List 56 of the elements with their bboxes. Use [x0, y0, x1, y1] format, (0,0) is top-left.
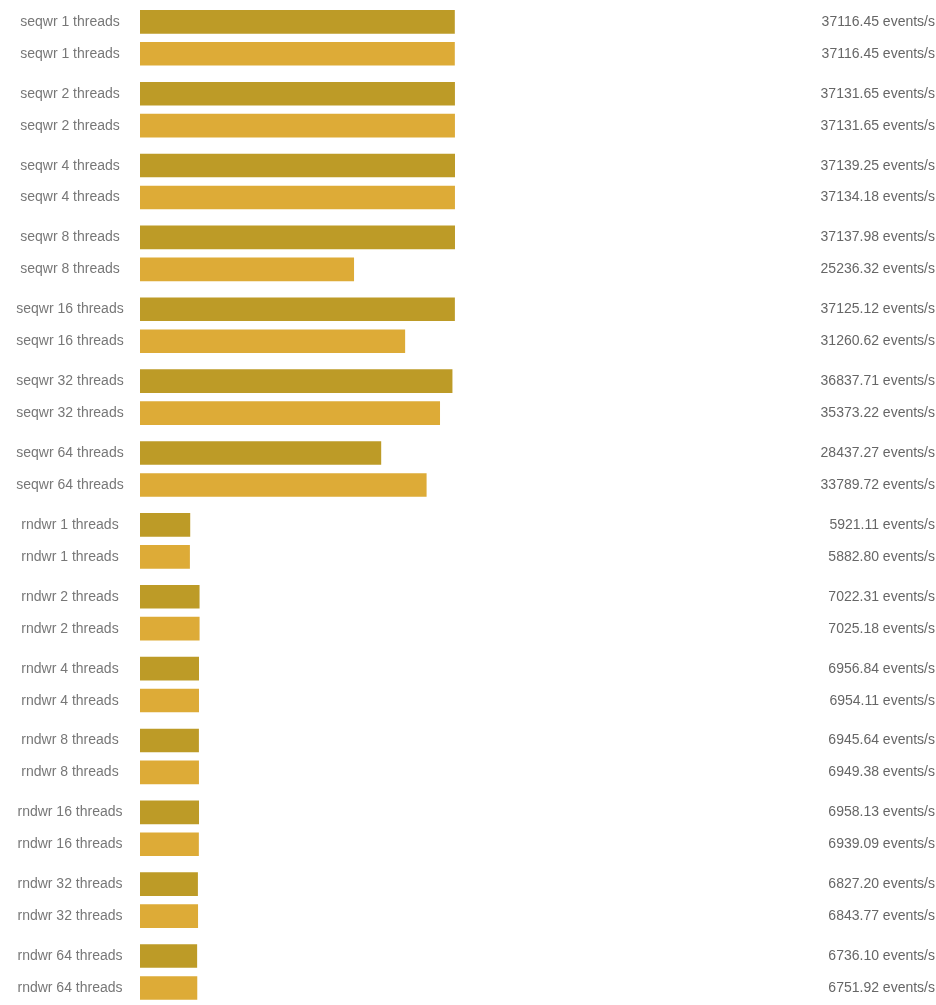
data-label: 37125.12 events/s: [820, 300, 935, 317]
y-tick-label: rndwr 64 threads: [17, 947, 123, 964]
y-tick-label: rndwr 4 threads: [21, 659, 119, 676]
data-label: 28437.27 events/s: [820, 444, 935, 461]
data-label: 37116.45 events/s: [821, 44, 935, 61]
data-label: 33789.72 events/s: [820, 475, 935, 492]
data-label: 37131.65 events/s: [820, 84, 935, 101]
y-tick-label: seqwr 2 threads: [20, 84, 120, 101]
data-label: 6954.11 events/s: [829, 691, 935, 708]
data-label: 37139.25 events/s: [820, 156, 935, 173]
y-tick-label: seqwr 8 threads: [20, 228, 120, 245]
data-label: 37134.18 events/s: [820, 188, 935, 205]
y-tick-label: rndwr 1 threads: [21, 515, 119, 532]
y-tick-label: seqwr 64 threads: [16, 475, 124, 492]
y-tick-label: seqwr 16 threads: [16, 300, 124, 317]
y-tick-label: seqwr 32 threads: [16, 372, 124, 389]
y-tick-label: rndwr 32 threads: [17, 907, 123, 924]
data-label: 6939.09 events/s: [828, 835, 935, 852]
y-tick-label: seqwr 64 threads: [16, 444, 124, 461]
data-label: 37137.98 events/s: [820, 228, 935, 245]
y-tick-label: seqwr 1 threads: [20, 44, 120, 61]
y-tick-label: seqwr 4 threads: [20, 188, 120, 205]
y-tick-label: seqwr 4 threads: [20, 156, 120, 173]
data-label: 7022.31 events/s: [828, 587, 935, 604]
y-tick-label: seqwr 8 threads: [20, 260, 120, 277]
data-label: 5921.11 events/s: [829, 515, 935, 532]
y-tick-label: rndwr 64 threads: [17, 978, 123, 995]
data-label: 36837.71 events/s: [820, 372, 935, 389]
y-tick-label: seqwr 16 threads: [16, 332, 124, 349]
data-label: 6958.13 events/s: [828, 803, 935, 820]
data-label: 25236.32 events/s: [820, 260, 935, 277]
data-label: 6945.64 events/s: [828, 731, 935, 748]
y-tick-label: rndwr 1 threads: [21, 547, 119, 564]
y-tick-label: rndwr 16 threads: [17, 803, 123, 820]
data-label: 6956.84 events/s: [828, 659, 935, 676]
y-tick-label: rndwr 16 threads: [17, 835, 123, 852]
y-tick-label: rndwr 2 threads: [21, 587, 119, 604]
data-label: 6751.92 events/s: [828, 978, 935, 995]
data-label: 35373.22 events/s: [820, 404, 935, 421]
y-tick-label: rndwr 32 threads: [17, 875, 123, 892]
data-label: 31260.62 events/s: [820, 332, 935, 349]
data-label: 6949.38 events/s: [828, 763, 935, 780]
data-label: 37131.65 events/s: [820, 116, 935, 133]
y-tick-label: rndwr 8 threads: [21, 763, 119, 780]
y-tick-label: seqwr 1 threads: [20, 12, 120, 29]
data-label: 5882.80 events/s: [828, 547, 935, 564]
y-tick-label: seqwr 32 threads: [16, 404, 124, 421]
y-tick-label: rndwr 8 threads: [21, 731, 119, 748]
y-tick-label: rndwr 4 threads: [21, 691, 119, 708]
data-label: 7025.18 events/s: [828, 619, 935, 636]
y-tick-label: rndwr 2 threads: [21, 619, 119, 636]
data-label: 6827.20 events/s: [828, 875, 935, 892]
y-tick-label: seqwr 2 threads: [20, 116, 120, 133]
data-label: 6736.10 events/s: [828, 947, 935, 964]
data-label: 6843.77 events/s: [828, 907, 935, 924]
data-label: 37116.45 events/s: [821, 12, 935, 29]
